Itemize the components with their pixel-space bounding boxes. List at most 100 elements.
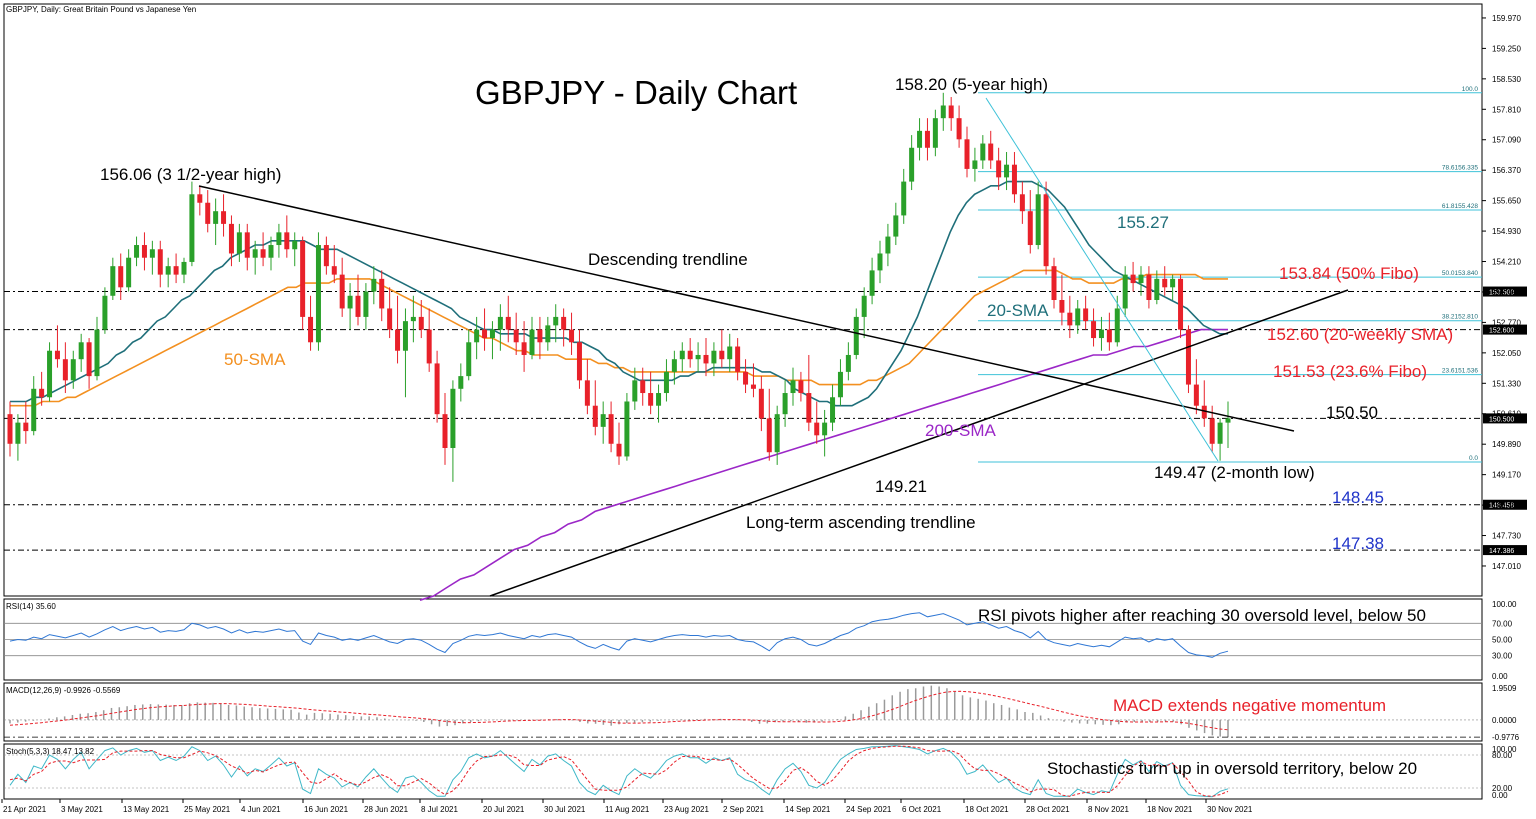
stoch-tick-label: 0.00 — [1492, 791, 1508, 800]
candle-body — [948, 105, 954, 119]
stoch-d-line — [9, 745, 1229, 797]
price-panel — [3, 3, 1483, 597]
trendlines — [198, 97, 1349, 597]
time-tick-label: 11 Aug 2021 — [605, 805, 650, 814]
fib-label: 0.0 — [1469, 455, 1478, 462]
candle-body — [909, 147, 915, 182]
time-tick-label: 18 Nov 2021 — [1147, 805, 1193, 814]
candle-body — [671, 359, 677, 372]
stoch-tick-label: 80.00 — [1492, 751, 1513, 760]
candle-body — [78, 342, 84, 360]
macd-indicator: 1.9509 0.0000 -0.9776 — [4, 684, 1520, 742]
candle-body — [814, 422, 820, 436]
candle-body — [569, 329, 575, 343]
time-tick-label: 14 Sep 2021 — [785, 805, 831, 814]
candle-body — [988, 143, 994, 161]
candle-body — [474, 329, 480, 343]
candle-body — [853, 316, 859, 355]
candle-body — [236, 232, 242, 254]
candle-body — [102, 295, 108, 330]
macd-tick-label: 0.0000 — [1492, 716, 1517, 725]
label-147-38: 147.38 — [1332, 534, 1384, 553]
label-sma20: 20-SMA — [987, 301, 1049, 320]
price-tick-label: 151.330 — [1492, 379, 1521, 388]
candle-body — [1035, 194, 1041, 246]
time-tick-label: 21 Apr 2021 — [3, 805, 47, 814]
label-149-21: 149.21 — [875, 477, 927, 496]
time-tick-label: 23 Aug 2021 — [664, 805, 709, 814]
candle-body — [940, 105, 946, 119]
price-tick-label: 157.810 — [1492, 105, 1521, 114]
time-tick-label: 6 Oct 2021 — [902, 805, 942, 814]
rsi-tick-label: 70.00 — [1492, 619, 1513, 628]
candle-body — [213, 211, 219, 224]
candle-body — [54, 350, 60, 360]
candle-body — [822, 422, 828, 436]
candle-body — [94, 329, 100, 377]
candle-body — [1209, 418, 1215, 444]
price-tick-label: 147.010 — [1492, 562, 1521, 571]
label-148-45: 148.45 — [1332, 488, 1384, 507]
candle-body — [576, 342, 582, 381]
candle-body — [798, 380, 804, 394]
candle-body — [513, 329, 519, 343]
candle-body — [964, 139, 970, 169]
candle-body — [7, 414, 13, 444]
price-tick-label: 154.210 — [1492, 258, 1521, 267]
candle-body — [656, 393, 662, 406]
candle-body — [39, 388, 45, 398]
candle-body — [292, 240, 298, 250]
candle-body — [1185, 329, 1191, 385]
price-tick-label: 154.930 — [1492, 227, 1521, 236]
level-tag-label: 152.600 — [1489, 328, 1514, 335]
candle-body — [244, 232, 250, 258]
candle-body — [308, 316, 314, 343]
stoch-tick-label: 20.00 — [1492, 784, 1513, 793]
level-tag-label: 153.500 — [1489, 290, 1514, 297]
time-tick-label: 28 Jun 2021 — [364, 805, 409, 814]
candle-body — [141, 245, 147, 258]
candle-body — [1067, 312, 1073, 326]
candle-body — [15, 422, 21, 444]
candle-body — [205, 202, 211, 224]
time-tick-label: 24 Sep 2021 — [846, 805, 892, 814]
sma20-line — [10, 180, 1228, 407]
candle-body — [47, 350, 53, 398]
candle-body — [173, 266, 179, 275]
candle-body — [260, 249, 266, 258]
candle-body — [363, 291, 369, 317]
candle-body — [1193, 384, 1199, 406]
candle-body — [727, 346, 733, 360]
candle-body — [663, 371, 669, 394]
candle-body — [418, 316, 424, 330]
candle-body — [695, 354, 701, 360]
candle-body — [23, 422, 29, 432]
candle-body — [221, 211, 227, 224]
candle-body — [806, 393, 812, 423]
candle-body — [165, 266, 171, 275]
candle-body — [402, 321, 408, 351]
candle-body — [1114, 308, 1120, 343]
candle-body — [110, 266, 116, 296]
price-tick-label: 155.650 — [1492, 197, 1521, 206]
level-tag — [1483, 545, 1527, 556]
candle-body — [426, 329, 432, 364]
candle-body — [1122, 274, 1128, 309]
candle-body — [395, 329, 401, 351]
candle-body — [1201, 405, 1207, 419]
price-tick-label: 159.250 — [1492, 44, 1521, 53]
candle-body — [276, 232, 282, 246]
candle-body — [743, 371, 749, 385]
macd-panel — [3, 682, 1483, 742]
candle-body — [1130, 274, 1136, 284]
candle-body — [561, 316, 567, 330]
price-tick-label: 158.530 — [1492, 75, 1521, 84]
candle-body — [584, 380, 590, 406]
candle-body — [711, 350, 717, 364]
price-tick-label: 149.170 — [1492, 471, 1521, 480]
level-tag — [1483, 286, 1527, 297]
candle-body — [830, 397, 836, 423]
label-5y-high: 158.20 (5-year high) — [895, 75, 1048, 94]
fibonacci-diagonal — [985, 97, 1219, 462]
